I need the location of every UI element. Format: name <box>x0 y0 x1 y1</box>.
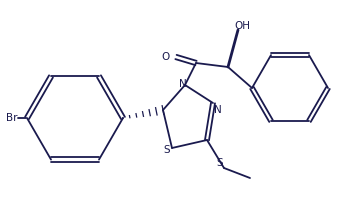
Text: N: N <box>179 79 187 89</box>
Text: OH: OH <box>234 21 250 31</box>
Text: S: S <box>164 145 170 155</box>
Text: O: O <box>162 52 170 62</box>
Text: S: S <box>217 158 223 168</box>
Text: N: N <box>214 105 222 115</box>
Text: Br: Br <box>5 113 17 123</box>
